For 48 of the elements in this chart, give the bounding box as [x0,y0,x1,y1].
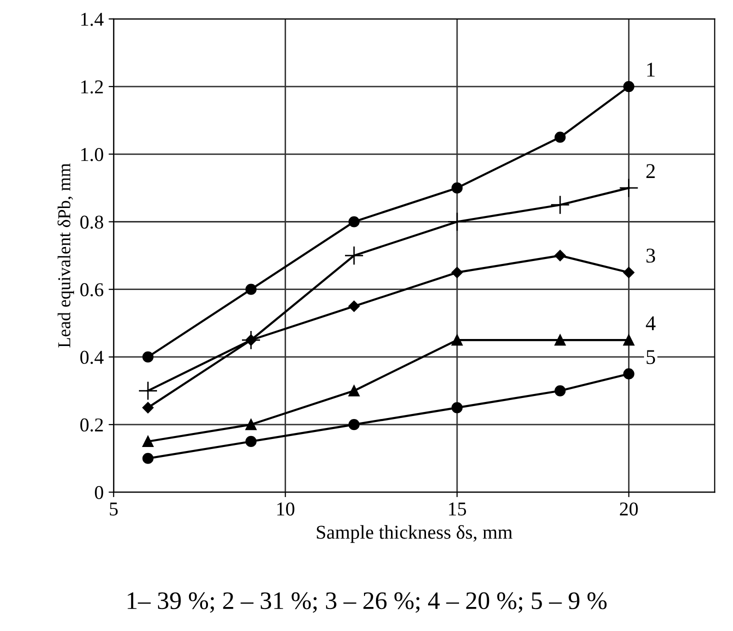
point [554,132,566,143]
point [348,216,360,228]
x-tick-label: 10 [277,502,294,516]
point [554,250,566,262]
point [348,300,360,312]
series-label: 5 [646,350,656,364]
y-tick-label: 0 [94,486,104,500]
text: 1– 39 %; 2 – 31 %; 3 – 26 %; 4 – 20 %; 5 – 9 % [128,592,607,613]
series-label: 4 [646,316,656,330]
point [142,402,154,414]
point [451,266,463,278]
point [623,266,634,278]
point [245,419,257,430]
point [452,334,463,346]
x-tick-label: 20 [620,502,638,516]
y-tick-label: 1.4 [81,12,104,26]
point [623,334,634,346]
y-tick-label: 1.0 [81,148,104,162]
point [348,419,360,430]
y-tick-label: 0.2 [80,418,103,432]
y-tick-label: 1.2 [81,80,103,94]
point [142,351,154,363]
series-label: 1 [647,62,655,77]
y-axis-title: Lead equivalent δPb, mm [58,163,74,348]
point [619,178,639,198]
point [142,436,154,448]
point [138,381,158,400]
point [550,195,570,215]
point [554,334,566,346]
point [245,284,257,295]
x-axis-title: Sample thickness δs, mm [316,525,512,543]
point [554,385,566,396]
x-tick-label: 15 [449,502,466,516]
y-tick-label: 0.8 [80,216,104,229]
point [348,385,360,396]
point [452,182,463,194]
series-label: 2 [646,164,655,178]
point [344,246,364,266]
point [447,212,467,232]
y-tick-label: 0.6 [80,283,104,296]
point [623,368,634,380]
series-label: 3 [646,248,656,263]
point [142,452,154,464]
y-tick-label: 0.4 [80,350,104,364]
point [452,402,463,414]
x-tick-label: 5 [110,502,118,516]
point [623,80,634,92]
point [245,436,257,448]
